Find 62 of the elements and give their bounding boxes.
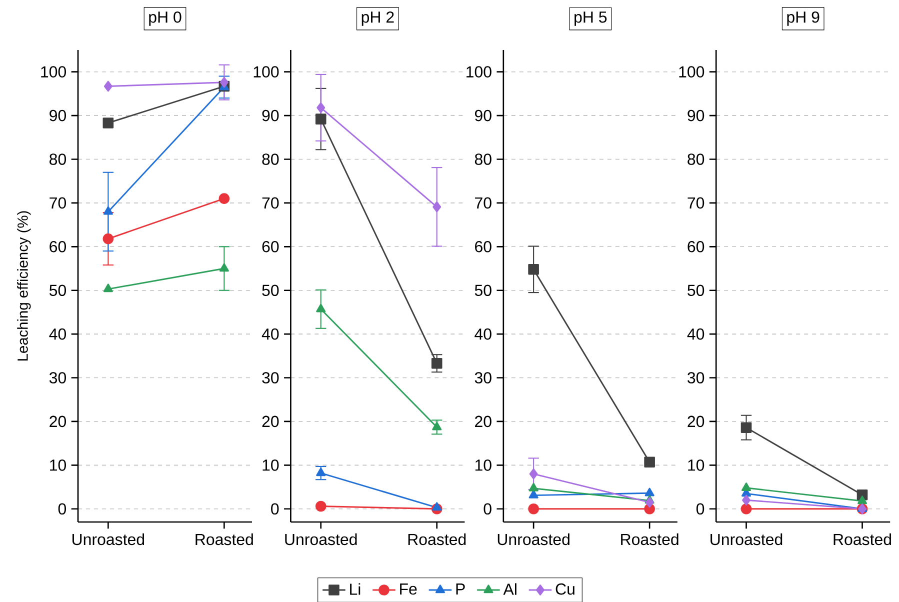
y-tick-label: 90	[262, 110, 279, 122]
chart-title: pH 9	[787, 11, 820, 26]
legend-label: P	[456, 584, 465, 595]
y-tick-label: 100	[466, 66, 492, 78]
chart-title: pH 5	[574, 12, 607, 26]
x-tick-label: Roasted	[408, 533, 466, 546]
y-tick-label: 90	[474, 110, 492, 122]
y-tick-label: 40	[687, 328, 704, 340]
y-tick-label: 70	[50, 197, 66, 209]
y-tick-label: 50	[262, 284, 279, 296]
legend-label: Al	[503, 583, 516, 595]
y-tick-label: 50	[688, 284, 704, 296]
x-tick-label: Roasted	[621, 533, 678, 546]
y-tick-label: 20	[688, 416, 704, 428]
x-tick-label: Unroasted	[285, 533, 357, 546]
y-tick-label: 90	[50, 110, 66, 122]
y-tick-label: 20	[262, 416, 279, 428]
y-tick-label: 30	[688, 372, 704, 384]
y-tick-label: 60	[50, 240, 66, 252]
y-tick-label: 60	[475, 240, 492, 252]
y-tick-label: 20	[50, 416, 66, 428]
y-tick-label: 0	[696, 503, 704, 515]
x-tick-label: Unroasted	[710, 533, 782, 546]
y-tick-label: 100	[679, 66, 704, 78]
chart-title: pH 2	[362, 11, 394, 26]
legend-label: Cu	[556, 583, 574, 595]
y-axis-title: Leaching efficiency (%)	[17, 211, 31, 360]
y-tick-label: 40	[49, 328, 66, 340]
legend-label: Fe	[400, 584, 417, 595]
y-tick-label: 50	[474, 284, 492, 296]
y-tick-label: 90	[688, 110, 704, 122]
y-tick-label: 40	[474, 328, 492, 340]
y-tick-label: 0	[58, 503, 66, 515]
legend-label: Li	[350, 583, 360, 595]
y-tick-label: 80	[262, 154, 279, 165]
y-tick-label: 10	[262, 460, 279, 471]
y-tick-label: 100	[41, 66, 66, 78]
y-tick-label: 80	[50, 154, 66, 165]
y-tick-label: 40	[262, 328, 279, 340]
y-tick-label: 70	[475, 197, 492, 209]
y-tick-label: 30	[474, 372, 492, 384]
y-tick-label: 70	[262, 197, 279, 209]
y-tick-label: 0	[271, 503, 279, 515]
x-tick-label: Roasted	[196, 533, 253, 546]
y-tick-label: 10	[50, 460, 66, 471]
y-tick-label: 50	[49, 284, 66, 296]
y-tick-label: 10	[688, 460, 704, 471]
y-tick-label: 100	[254, 66, 279, 78]
x-tick-label: Unroasted	[72, 533, 144, 546]
y-tick-label: 30	[262, 372, 279, 384]
chart-title: pH 0	[149, 11, 182, 26]
y-tick-label: 10	[475, 460, 492, 471]
x-tick-label: Roasted	[834, 533, 892, 546]
y-tick-label: 30	[49, 372, 66, 384]
y-tick-label: 0	[484, 503, 492, 515]
y-tick-label: 80	[474, 154, 492, 165]
y-tick-label: 20	[475, 416, 492, 428]
y-tick-label: 80	[688, 154, 704, 165]
x-tick-label: Unroasted	[498, 533, 570, 546]
y-tick-label: 60	[688, 240, 704, 252]
y-tick-label: 70	[688, 197, 704, 209]
y-tick-label: 60	[262, 240, 279, 252]
